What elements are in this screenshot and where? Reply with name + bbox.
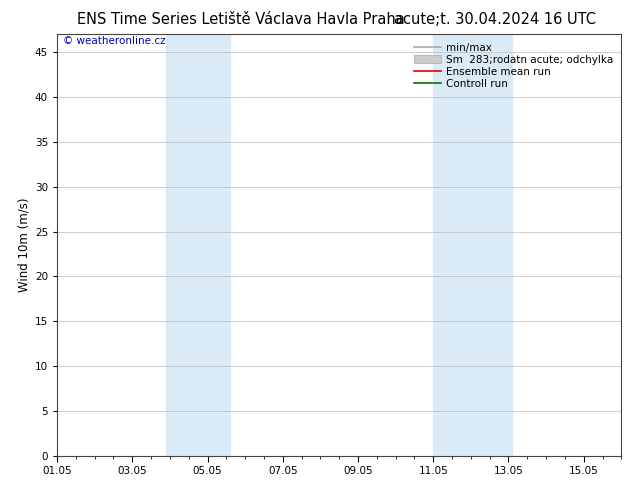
Text: © weatheronline.cz: © weatheronline.cz [63,36,165,47]
Text: ENS Time Series Letiště Václava Havla Praha: ENS Time Series Letiště Václava Havla Pr… [77,12,404,27]
Y-axis label: Wind 10m (m/s): Wind 10m (m/s) [18,198,30,292]
Legend: min/max, Sm  283;rodatn acute; odchylka, Ensemble mean run, Controll run: min/max, Sm 283;rodatn acute; odchylka, … [411,40,616,92]
Text: acute;t. 30.04.2024 16 UTC: acute;t. 30.04.2024 16 UTC [394,12,595,27]
Bar [433,34,512,456]
Bar [166,34,230,456]
